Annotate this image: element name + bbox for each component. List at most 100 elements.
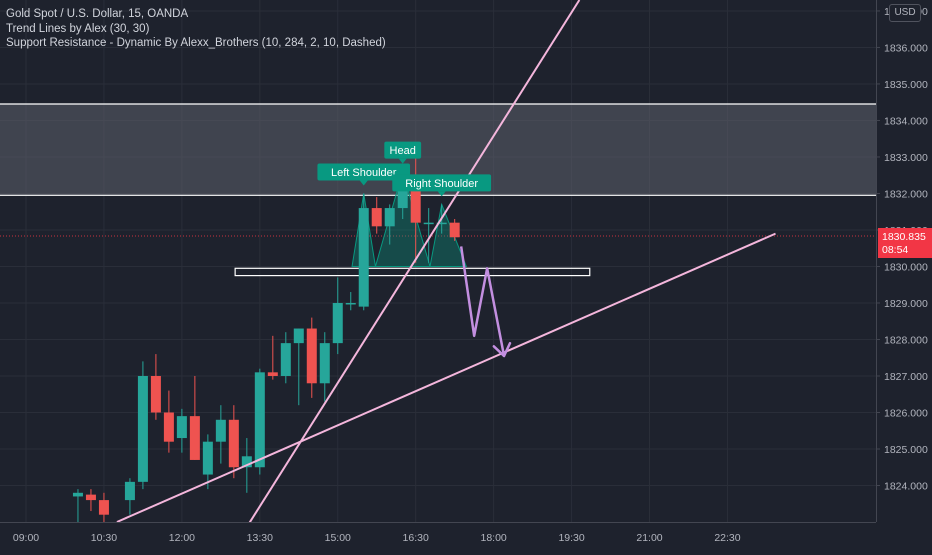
candle bbox=[215, 405, 226, 464]
candle bbox=[163, 390, 174, 453]
pattern-label-pointer bbox=[359, 180, 368, 186]
last-price-value: 1830.835 bbox=[882, 231, 926, 243]
plot-area: Left Shoulder Head Right Shoulder bbox=[0, 0, 876, 522]
candle-body bbox=[319, 343, 330, 384]
candle bbox=[306, 317, 317, 398]
time-axis-label: 09:00 bbox=[13, 532, 39, 544]
candle bbox=[228, 405, 239, 479]
price-axis-label: 1835.000 bbox=[884, 79, 928, 91]
candle bbox=[293, 328, 304, 406]
candle bbox=[98, 492, 109, 522]
pattern-label-text: Head bbox=[390, 145, 416, 157]
price-axis-label: 1827.000 bbox=[884, 371, 928, 383]
candle-body bbox=[345, 302, 356, 305]
time-axis-label: 18:00 bbox=[480, 532, 506, 544]
candle-body bbox=[254, 372, 265, 468]
candle-body bbox=[293, 328, 304, 344]
candle bbox=[124, 478, 135, 515]
candle-body bbox=[189, 416, 200, 460]
price-axis-label: 1826.000 bbox=[884, 407, 928, 419]
trend-line-2 bbox=[116, 232, 776, 522]
pattern-label-box bbox=[392, 174, 492, 192]
candle-body bbox=[358, 208, 369, 307]
candle bbox=[202, 434, 213, 490]
price-axis-label: 1824.000 bbox=[884, 480, 928, 492]
candle bbox=[150, 354, 161, 420]
candle-body bbox=[228, 419, 239, 468]
candle bbox=[176, 408, 187, 453]
pattern-label: Right Shoulder bbox=[392, 174, 492, 197]
candle-body bbox=[436, 222, 447, 225]
candle-body bbox=[410, 178, 421, 223]
candle-body bbox=[124, 481, 135, 501]
candle-body bbox=[423, 222, 434, 225]
time-axis-label: 21:00 bbox=[636, 532, 662, 544]
candle bbox=[345, 292, 356, 311]
candle bbox=[319, 332, 330, 402]
candle bbox=[280, 332, 291, 384]
time-axis-label: 12:00 bbox=[169, 532, 195, 544]
candle bbox=[332, 277, 343, 355]
price-axis-label: 1836.000 bbox=[884, 42, 928, 54]
pattern-label-box bbox=[317, 163, 411, 181]
projection-arrowhead-1 bbox=[492, 345, 506, 358]
pattern-label-box bbox=[384, 141, 422, 159]
pattern-label-text: Right Shoulder bbox=[405, 178, 478, 190]
time-axis-label: 22:30 bbox=[714, 532, 740, 544]
projection-arrowhead-2 bbox=[502, 341, 512, 358]
candle bbox=[358, 193, 369, 311]
candle bbox=[371, 197, 382, 234]
candle bbox=[189, 375, 200, 460]
price-axis-label: 1834.000 bbox=[884, 115, 928, 127]
pattern-label: Head bbox=[384, 141, 422, 164]
currency-badge[interactable]: USD bbox=[889, 4, 921, 22]
pattern-label-pointer bbox=[398, 158, 407, 164]
candle-body bbox=[397, 178, 408, 209]
pattern-label-pointer bbox=[437, 191, 446, 197]
candle bbox=[423, 208, 434, 263]
candle-body bbox=[163, 412, 174, 442]
candle bbox=[137, 361, 148, 490]
candle-body bbox=[384, 208, 395, 227]
price-axis-label: 1833.000 bbox=[884, 152, 928, 164]
candle-body bbox=[98, 500, 109, 515]
candle-body bbox=[150, 375, 161, 413]
price-axis-label: 1830.000 bbox=[884, 261, 928, 273]
price-axis-label: 1829.000 bbox=[884, 298, 928, 310]
candle-body bbox=[332, 302, 343, 344]
time-axis-label: 10:30 bbox=[91, 532, 117, 544]
time-axis-label: 19:30 bbox=[558, 532, 584, 544]
candle bbox=[384, 204, 395, 245]
candle-body bbox=[241, 456, 252, 468]
pattern-label: Left Shoulder bbox=[317, 163, 411, 186]
trend-line-1 bbox=[248, 0, 581, 522]
price-axis-label: 1828.000 bbox=[884, 334, 928, 346]
candle-body bbox=[137, 375, 148, 482]
candle bbox=[254, 368, 265, 475]
candle-body bbox=[267, 372, 278, 376]
indicator-support-resistance: Support Resistance - Dynamic By Alexx_Br… bbox=[6, 37, 386, 49]
chart-legend: Gold Spot / U.S. Dollar, 15, OANDA Trend… bbox=[6, 7, 386, 51]
candle-body bbox=[202, 441, 213, 475]
candle bbox=[267, 335, 278, 380]
last-price-countdown: 08:54 bbox=[882, 244, 908, 256]
candle-body bbox=[215, 419, 226, 442]
chart-title: Gold Spot / U.S. Dollar, 15, OANDA bbox=[6, 8, 189, 20]
last-price-tag-box bbox=[878, 227, 932, 258]
time-axis-label: 16:30 bbox=[403, 532, 429, 544]
candle-body bbox=[280, 343, 291, 376]
candle-body bbox=[72, 492, 83, 497]
candle-body bbox=[176, 416, 187, 439]
price-axis-label: 1825.000 bbox=[884, 444, 928, 456]
candle bbox=[72, 489, 83, 522]
candle bbox=[449, 219, 460, 241]
price-axis-label: 1832.000 bbox=[884, 188, 928, 200]
candle-body bbox=[371, 208, 382, 227]
time-axis-label: 13:30 bbox=[247, 532, 273, 544]
candle-body bbox=[85, 494, 96, 501]
candle bbox=[85, 489, 96, 512]
candle-body bbox=[306, 328, 317, 384]
